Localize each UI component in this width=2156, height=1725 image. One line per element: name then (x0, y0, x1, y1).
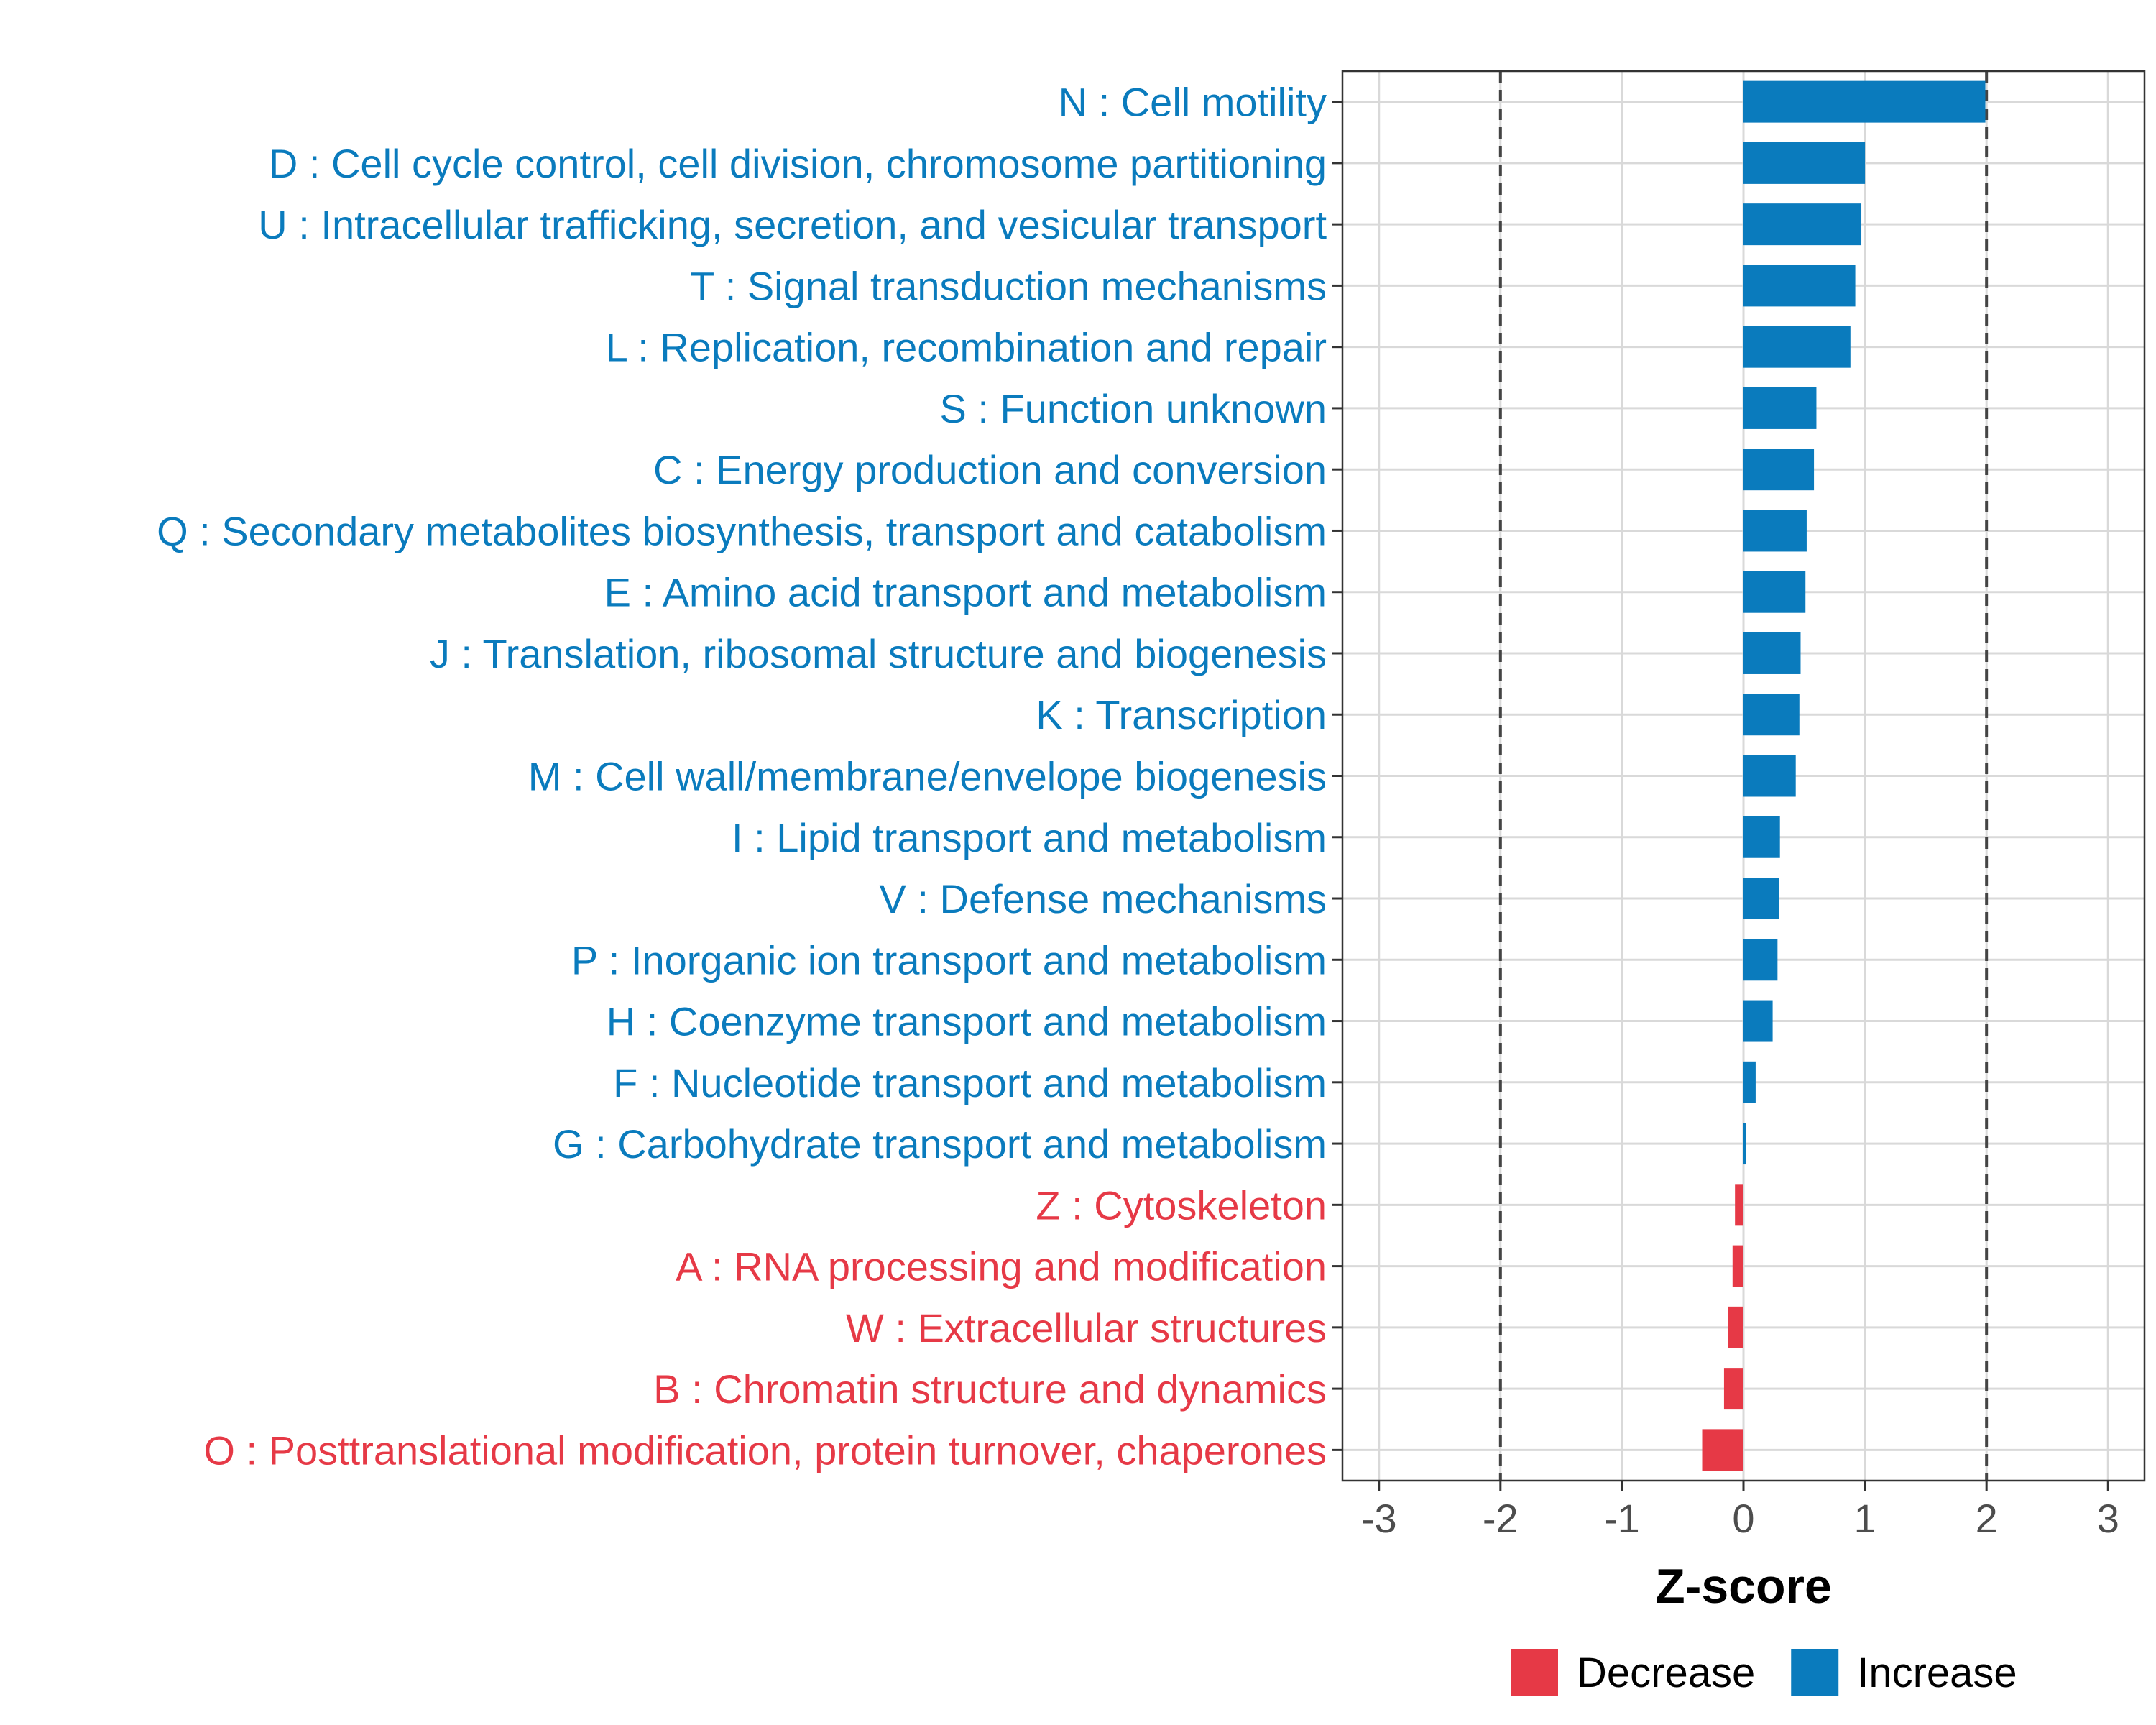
reference-lines (1498, 71, 1989, 1481)
x-tick-label: 1 (1854, 1496, 1876, 1541)
legend-label: Increase (1857, 1650, 2017, 1696)
x-axis-title: Z-score (1655, 1559, 1832, 1614)
bar (1743, 755, 1796, 797)
x-tick-label: 0 (1732, 1496, 1754, 1541)
legend-label: Decrease (1577, 1650, 1755, 1696)
legend-swatch (1791, 1649, 1839, 1696)
bar-layer (1702, 80, 1986, 1471)
x-tick-label: 2 (1976, 1496, 1998, 1541)
x-axis-ticks: -3 -2 -1 0 1 2 3 (1361, 1481, 2119, 1541)
bar (1735, 1184, 1743, 1226)
x-tick-label: -3 (1361, 1496, 1397, 1541)
bar (1743, 510, 1807, 552)
bar (1743, 694, 1800, 736)
legend: Decrease Increase (1511, 1649, 2017, 1696)
category-label: B : Chromatin structure and dynamics (653, 1366, 1327, 1412)
category-label: O : Posttranslational modification, prot… (203, 1427, 1327, 1473)
bar (1743, 80, 1986, 123)
bar (1743, 387, 1817, 429)
category-labels: N : Cell motility D : Cell cycle control,… (157, 80, 1327, 1473)
category-label: T : Signal transduction mechanisms (690, 263, 1327, 308)
bar (1743, 203, 1862, 246)
category-label: E : Amino acid transport and metabolism (604, 570, 1327, 615)
bar (1743, 142, 1866, 184)
x-tick-label: -1 (1604, 1496, 1640, 1541)
category-label: V : Defense mechanisms (880, 876, 1327, 921)
legend-swatch (1511, 1649, 1558, 1696)
category-label: U : Intracellular trafficking, secretion… (258, 202, 1327, 247)
category-label: W : Extracellular structures (846, 1305, 1327, 1351)
x-tick-label: -2 (1483, 1496, 1519, 1541)
bar (1743, 1000, 1773, 1042)
category-label: P : Inorganic ion transport and metaboli… (571, 937, 1327, 983)
bar (1743, 571, 1806, 613)
bar (1723, 1368, 1743, 1410)
x-tick-label: 3 (2097, 1496, 2119, 1541)
bar (1728, 1306, 1743, 1348)
bar (1743, 326, 1851, 368)
bar (1743, 1061, 1756, 1103)
bar (1732, 1245, 1743, 1287)
category-label: G : Carbohydrate transport and metabolis… (553, 1121, 1327, 1167)
category-label: C : Energy production and conversion (653, 447, 1327, 492)
category-label: D : Cell cycle control, cell division, c… (269, 141, 1327, 186)
category-label: A : RNA processing and modification (676, 1244, 1327, 1289)
category-label: N : Cell motility (1059, 80, 1327, 125)
category-label: H : Coenzyme transport and metabolism (607, 999, 1327, 1044)
category-label: Z : Cytoskeleton (1036, 1182, 1327, 1228)
y-axis-ticks (1332, 101, 1342, 1451)
bar (1743, 878, 1779, 920)
category-label: F : Nucleotide transport and metabolism (613, 1060, 1327, 1105)
category-label: M : Cell wall/membrane/envelope biogenes… (528, 754, 1327, 799)
bar (1743, 1123, 1746, 1165)
bar (1743, 448, 1815, 491)
category-label: S : Function unknown (939, 386, 1327, 431)
category-label: K : Transcription (1036, 692, 1327, 737)
bar (1743, 816, 1780, 858)
bar (1743, 264, 1856, 307)
bar (1743, 939, 1778, 981)
bar (1743, 632, 1801, 674)
category-label: L : Replication, recombination and repai… (606, 325, 1327, 370)
category-label: I : Lipid transport and metabolism (732, 815, 1327, 860)
bar (1702, 1429, 1743, 1471)
category-label: J : Translation, ribosomal structure and… (430, 631, 1327, 676)
category-label: Q : Secondary metabolites biosynthesis, … (157, 508, 1327, 553)
